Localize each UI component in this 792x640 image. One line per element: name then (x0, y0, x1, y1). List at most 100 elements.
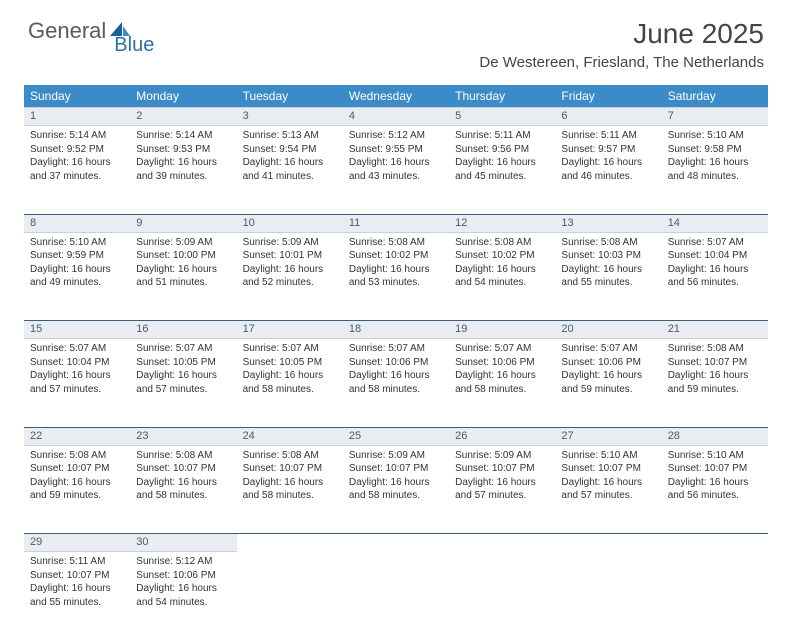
day-cell: Sunrise: 5:07 AMSunset: 10:04 PMDaylight… (24, 339, 130, 427)
day-number: 20 (555, 321, 661, 339)
day-cell: Sunrise: 5:09 AMSunset: 10:00 PMDaylight… (130, 232, 236, 320)
day-cell: Sunrise: 5:13 AMSunset: 9:54 PMDaylight:… (237, 126, 343, 214)
day-details: Sunrise: 5:08 AMSunset: 10:07 PMDaylight… (237, 446, 343, 507)
location-subtitle: De Westereen, Friesland, The Netherlands (479, 54, 764, 71)
day-details: Sunrise: 5:09 AMSunset: 10:01 PMDaylight… (237, 233, 343, 294)
day-number: 9 (130, 214, 236, 232)
day-number: 3 (237, 108, 343, 126)
day-number (449, 534, 555, 552)
day-cell: Sunrise: 5:09 AMSunset: 10:01 PMDaylight… (237, 232, 343, 320)
day-cell: Sunrise: 5:10 AMSunset: 10:07 PMDaylight… (662, 445, 768, 533)
brand-logo: General Blue (28, 18, 172, 44)
day-cell: Sunrise: 5:08 AMSunset: 10:07 PMDaylight… (662, 339, 768, 427)
day-details: Sunrise: 5:12 AMSunset: 9:55 PMDaylight:… (343, 126, 449, 187)
day-details: Sunrise: 5:07 AMSunset: 10:06 PMDaylight… (449, 339, 555, 400)
brand-general: General (28, 18, 106, 44)
day-details: Sunrise: 5:11 AMSunset: 9:56 PMDaylight:… (449, 126, 555, 187)
day-details: Sunrise: 5:08 AMSunset: 10:02 PMDaylight… (449, 233, 555, 294)
day-details: Sunrise: 5:14 AMSunset: 9:53 PMDaylight:… (130, 126, 236, 187)
daynum-row: 2930 (24, 534, 768, 552)
day-cell: Sunrise: 5:08 AMSunset: 10:02 PMDaylight… (449, 232, 555, 320)
day-details: Sunrise: 5:07 AMSunset: 10:04 PMDaylight… (24, 339, 130, 400)
day-number: 28 (662, 427, 768, 445)
day-cell (449, 552, 555, 640)
day-number (662, 534, 768, 552)
weekday-header: Saturday (662, 85, 768, 108)
day-number: 6 (555, 108, 661, 126)
day-details: Sunrise: 5:10 AMSunset: 10:07 PMDaylight… (555, 446, 661, 507)
day-number: 24 (237, 427, 343, 445)
day-number: 16 (130, 321, 236, 339)
day-number: 27 (555, 427, 661, 445)
day-details: Sunrise: 5:08 AMSunset: 10:02 PMDaylight… (343, 233, 449, 294)
day-cell: Sunrise: 5:07 AMSunset: 10:05 PMDaylight… (237, 339, 343, 427)
day-details: Sunrise: 5:08 AMSunset: 10:07 PMDaylight… (130, 446, 236, 507)
day-number: 30 (130, 534, 236, 552)
day-number: 13 (555, 214, 661, 232)
day-details: Sunrise: 5:12 AMSunset: 10:06 PMDaylight… (130, 552, 236, 613)
week-row: Sunrise: 5:07 AMSunset: 10:04 PMDaylight… (24, 339, 768, 427)
day-details: Sunrise: 5:08 AMSunset: 10:07 PMDaylight… (662, 339, 768, 400)
day-number: 21 (662, 321, 768, 339)
calendar-table: Sunday Monday Tuesday Wednesday Thursday… (24, 85, 768, 640)
daynum-row: 15161718192021 (24, 321, 768, 339)
day-number (555, 534, 661, 552)
day-cell: Sunrise: 5:08 AMSunset: 10:07 PMDaylight… (24, 445, 130, 533)
day-cell: Sunrise: 5:07 AMSunset: 10:06 PMDaylight… (555, 339, 661, 427)
day-number: 12 (449, 214, 555, 232)
day-number: 15 (24, 321, 130, 339)
day-number: 29 (24, 534, 130, 552)
day-details: Sunrise: 5:10 AMSunset: 10:07 PMDaylight… (662, 446, 768, 507)
day-number: 4 (343, 108, 449, 126)
day-number: 2 (130, 108, 236, 126)
day-details: Sunrise: 5:13 AMSunset: 9:54 PMDaylight:… (237, 126, 343, 187)
day-details: Sunrise: 5:08 AMSunset: 10:03 PMDaylight… (555, 233, 661, 294)
day-cell: Sunrise: 5:11 AMSunset: 9:57 PMDaylight:… (555, 126, 661, 214)
day-cell: Sunrise: 5:07 AMSunset: 10:06 PMDaylight… (449, 339, 555, 427)
day-cell: Sunrise: 5:11 AMSunset: 9:56 PMDaylight:… (449, 126, 555, 214)
day-cell (555, 552, 661, 640)
weekday-header: Thursday (449, 85, 555, 108)
week-row: Sunrise: 5:14 AMSunset: 9:52 PMDaylight:… (24, 126, 768, 214)
day-cell: Sunrise: 5:10 AMSunset: 10:07 PMDaylight… (555, 445, 661, 533)
day-details: Sunrise: 5:10 AMSunset: 9:58 PMDaylight:… (662, 126, 768, 187)
day-number: 10 (237, 214, 343, 232)
day-cell: Sunrise: 5:07 AMSunset: 10:05 PMDaylight… (130, 339, 236, 427)
day-number: 25 (343, 427, 449, 445)
day-details: Sunrise: 5:07 AMSunset: 10:04 PMDaylight… (662, 233, 768, 294)
weekday-header: Sunday (24, 85, 130, 108)
day-cell: Sunrise: 5:07 AMSunset: 10:06 PMDaylight… (343, 339, 449, 427)
daynum-row: 891011121314 (24, 214, 768, 232)
day-details: Sunrise: 5:07 AMSunset: 10:05 PMDaylight… (237, 339, 343, 400)
day-cell: Sunrise: 5:09 AMSunset: 10:07 PMDaylight… (449, 445, 555, 533)
day-number: 18 (343, 321, 449, 339)
page-header: General Blue June 2025 De Westereen, Fri… (0, 0, 792, 79)
day-details: Sunrise: 5:09 AMSunset: 10:07 PMDaylight… (343, 446, 449, 507)
daynum-row: 22232425262728 (24, 427, 768, 445)
weekday-header: Wednesday (343, 85, 449, 108)
day-number: 23 (130, 427, 236, 445)
day-details: Sunrise: 5:07 AMSunset: 10:05 PMDaylight… (130, 339, 236, 400)
day-details: Sunrise: 5:07 AMSunset: 10:06 PMDaylight… (555, 339, 661, 400)
day-number: 22 (24, 427, 130, 445)
day-number: 11 (343, 214, 449, 232)
day-cell: Sunrise: 5:12 AMSunset: 9:55 PMDaylight:… (343, 126, 449, 214)
day-number: 8 (24, 214, 130, 232)
day-details: Sunrise: 5:09 AMSunset: 10:07 PMDaylight… (449, 446, 555, 507)
day-details: Sunrise: 5:09 AMSunset: 10:00 PMDaylight… (130, 233, 236, 294)
page-title: June 2025 (479, 18, 764, 50)
day-cell: Sunrise: 5:12 AMSunset: 10:06 PMDaylight… (130, 552, 236, 640)
daynum-row: 1234567 (24, 108, 768, 126)
day-details: Sunrise: 5:11 AMSunset: 9:57 PMDaylight:… (555, 126, 661, 187)
day-details: Sunrise: 5:14 AMSunset: 9:52 PMDaylight:… (24, 126, 130, 187)
weekday-header: Monday (130, 85, 236, 108)
weekday-header: Tuesday (237, 85, 343, 108)
day-cell (237, 552, 343, 640)
day-cell: Sunrise: 5:10 AMSunset: 9:58 PMDaylight:… (662, 126, 768, 214)
day-details: Sunrise: 5:11 AMSunset: 10:07 PMDaylight… (24, 552, 130, 613)
day-number: 5 (449, 108, 555, 126)
day-details: Sunrise: 5:07 AMSunset: 10:06 PMDaylight… (343, 339, 449, 400)
day-number: 19 (449, 321, 555, 339)
day-number: 17 (237, 321, 343, 339)
day-number (237, 534, 343, 552)
